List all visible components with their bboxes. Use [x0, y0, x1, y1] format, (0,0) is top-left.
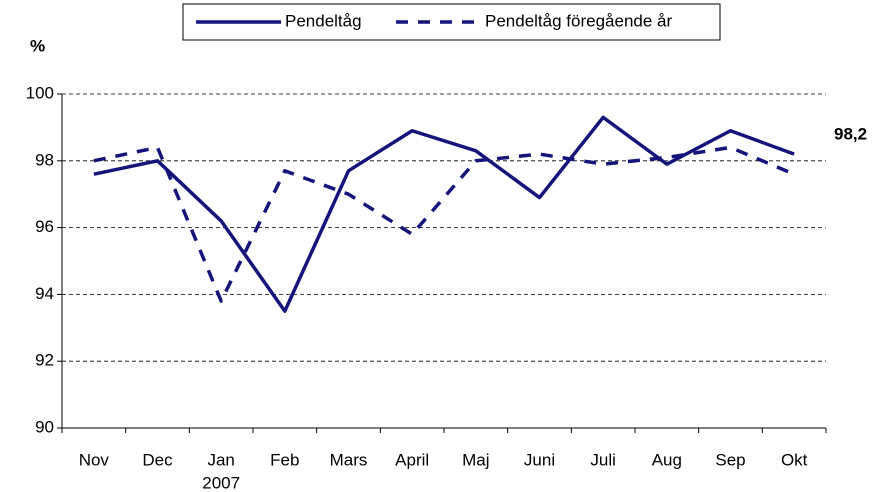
- x-tick-label: Juli: [590, 450, 616, 469]
- y-tick-label: 100: [26, 83, 54, 102]
- y-tick-label: 94: [35, 284, 54, 303]
- value-label: 98,2: [834, 125, 867, 144]
- series-line: [93, 115, 795, 313]
- legend-label: Pendeltåg föregående år: [485, 11, 672, 30]
- y-tick-label: 90: [35, 417, 54, 436]
- y-tick-label: 96: [35, 217, 54, 236]
- y-tick-label: 92: [35, 351, 54, 370]
- x-tick-label: Maj: [462, 450, 489, 469]
- x-tick-label: Juni: [524, 450, 555, 469]
- y-axis-label: %: [30, 36, 45, 55]
- x-tick-label: Nov: [79, 450, 110, 469]
- legend-label: Pendeltåg: [285, 11, 362, 30]
- x-tick-label: Jan: [207, 450, 234, 469]
- x-tick-label: Aug: [652, 450, 682, 469]
- x-tick-label: Okt: [781, 450, 808, 469]
- x-tick-label: Dec: [142, 450, 173, 469]
- series-line: [93, 145, 795, 303]
- y-tick-label: 98: [35, 150, 54, 169]
- annotation: 2007: [202, 473, 240, 492]
- x-tick-label: Sep: [715, 450, 745, 469]
- x-tick-label: Feb: [270, 450, 299, 469]
- x-tick-label: April: [395, 450, 429, 469]
- x-tick-label: Mars: [330, 450, 368, 469]
